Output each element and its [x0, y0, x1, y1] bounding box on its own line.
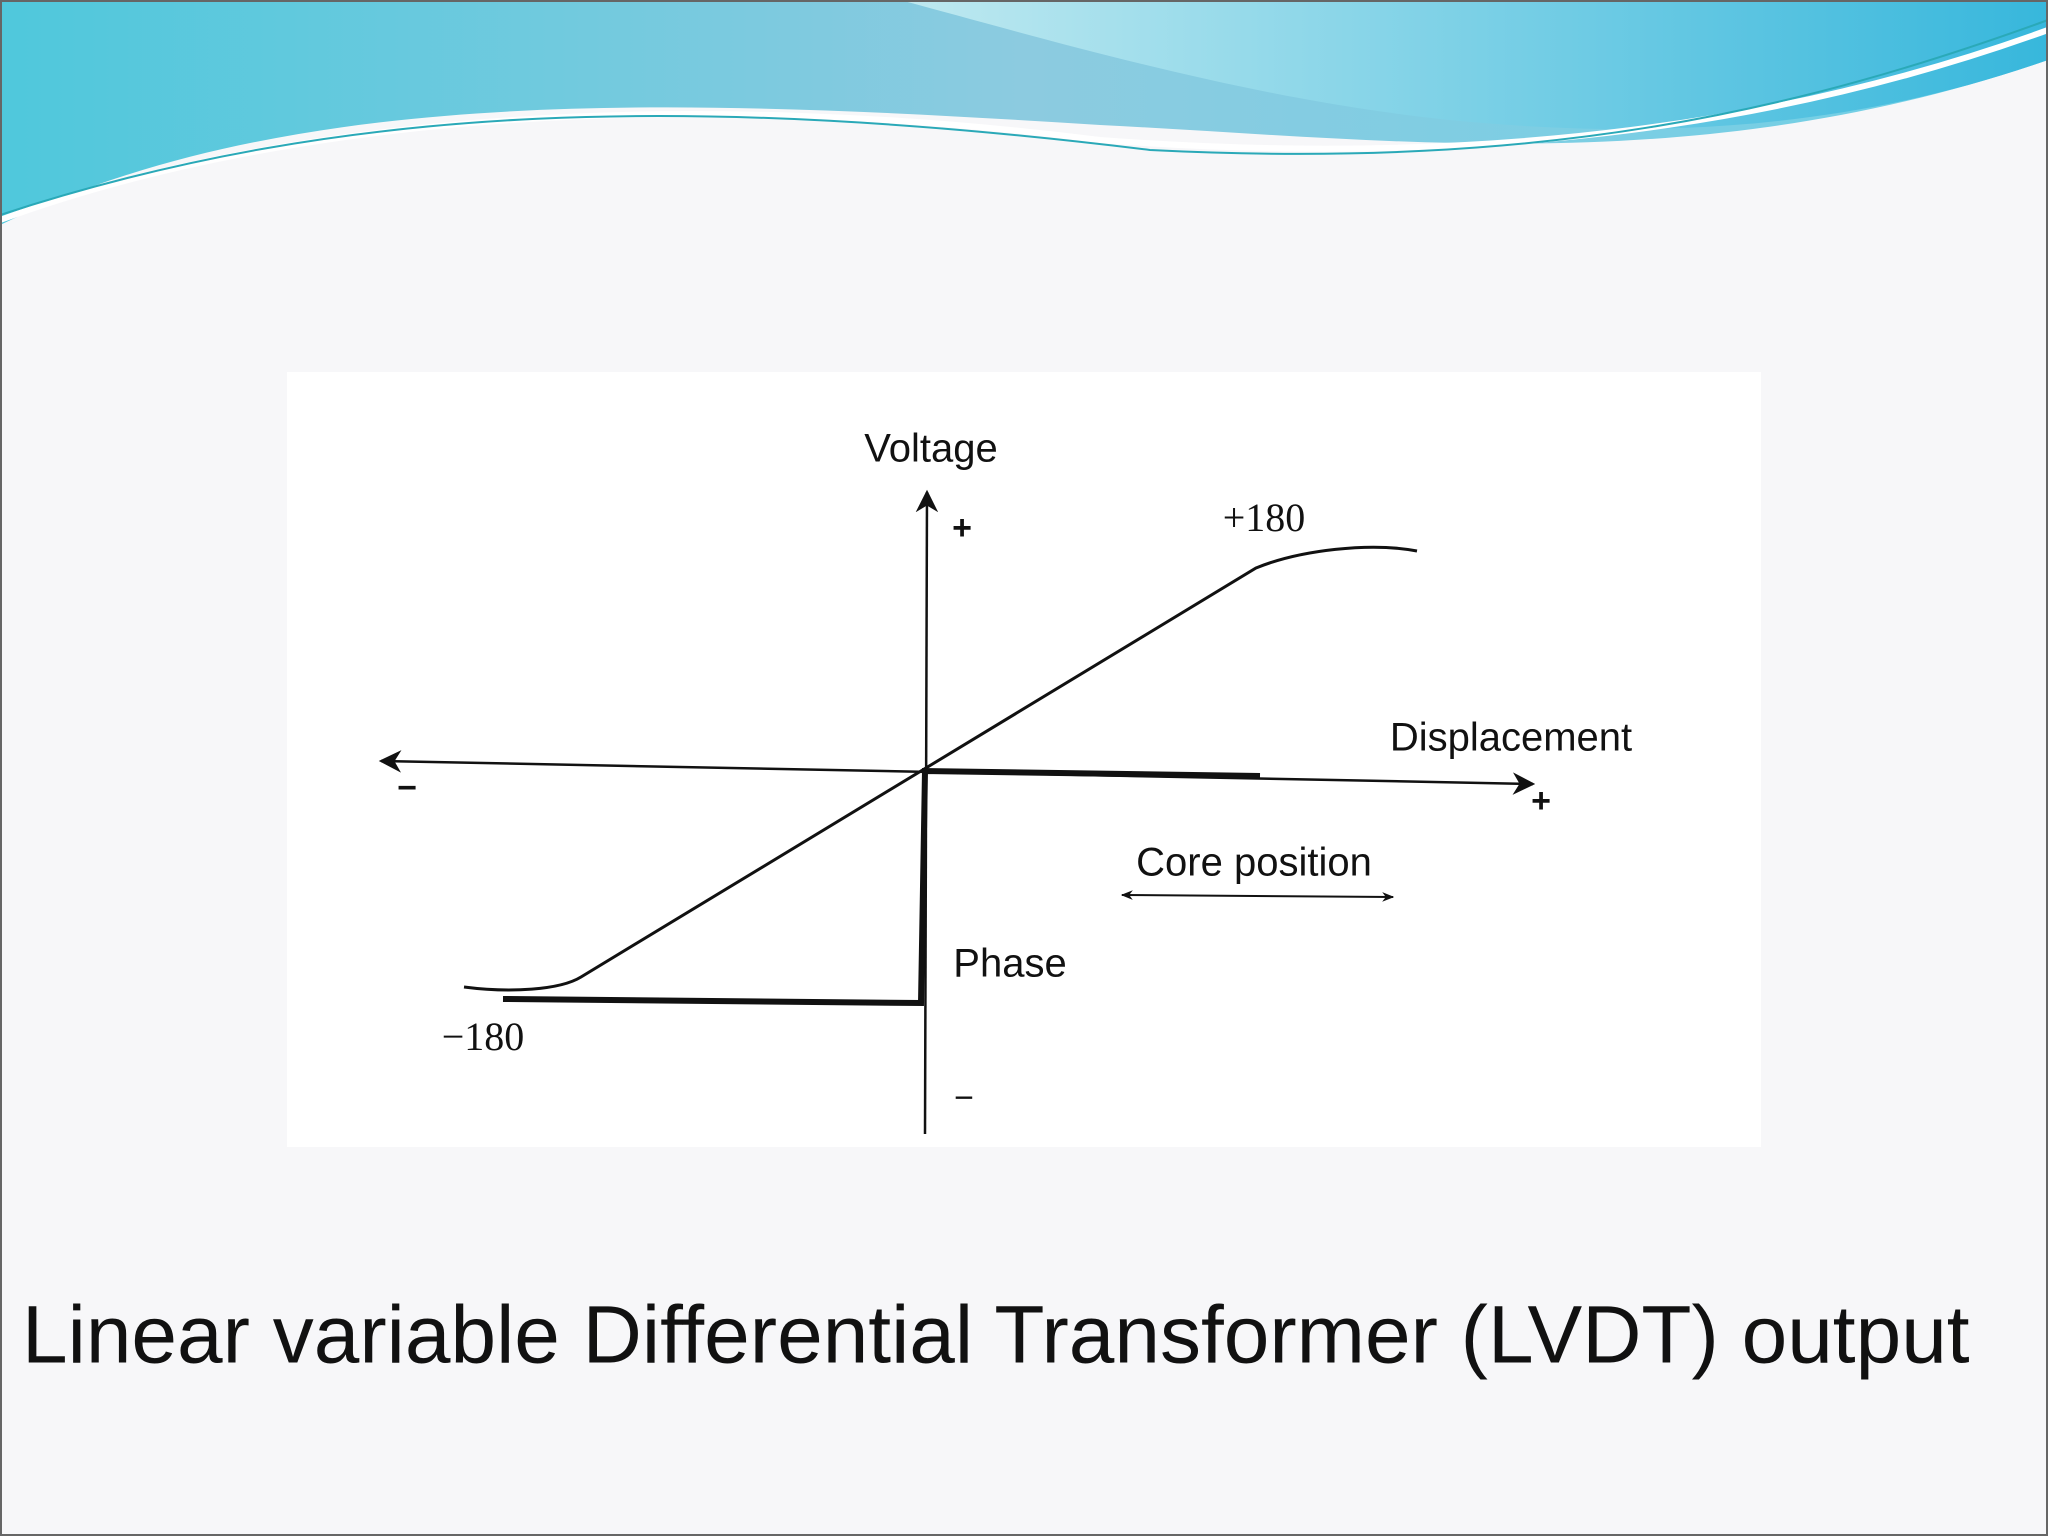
diagram-labels: Voltage + − Displacement + − +180 −180 P… [397, 427, 1632, 1117]
core-position-arrow [1120, 890, 1395, 902]
label: Displacement [1390, 716, 1632, 760]
header-wave-light [900, 0, 2048, 130]
header-line [0, 19, 2048, 216]
diagram [378, 489, 1536, 1135]
label: + [952, 509, 972, 547]
label: + [1531, 782, 1551, 820]
header-line [0, 27, 2048, 223]
phase-line [502, 767, 1261, 1007]
label: − [397, 769, 417, 807]
label: − [954, 1079, 974, 1117]
label: −180 [442, 1014, 525, 1059]
label: Core position [1136, 841, 1372, 885]
caption: Linear variable Differential Transformer… [22, 1290, 1970, 1381]
label: +180 [1223, 495, 1306, 540]
label: Voltage [864, 427, 997, 471]
output-curve [463, 545, 1418, 992]
label: Phase [953, 942, 1066, 986]
